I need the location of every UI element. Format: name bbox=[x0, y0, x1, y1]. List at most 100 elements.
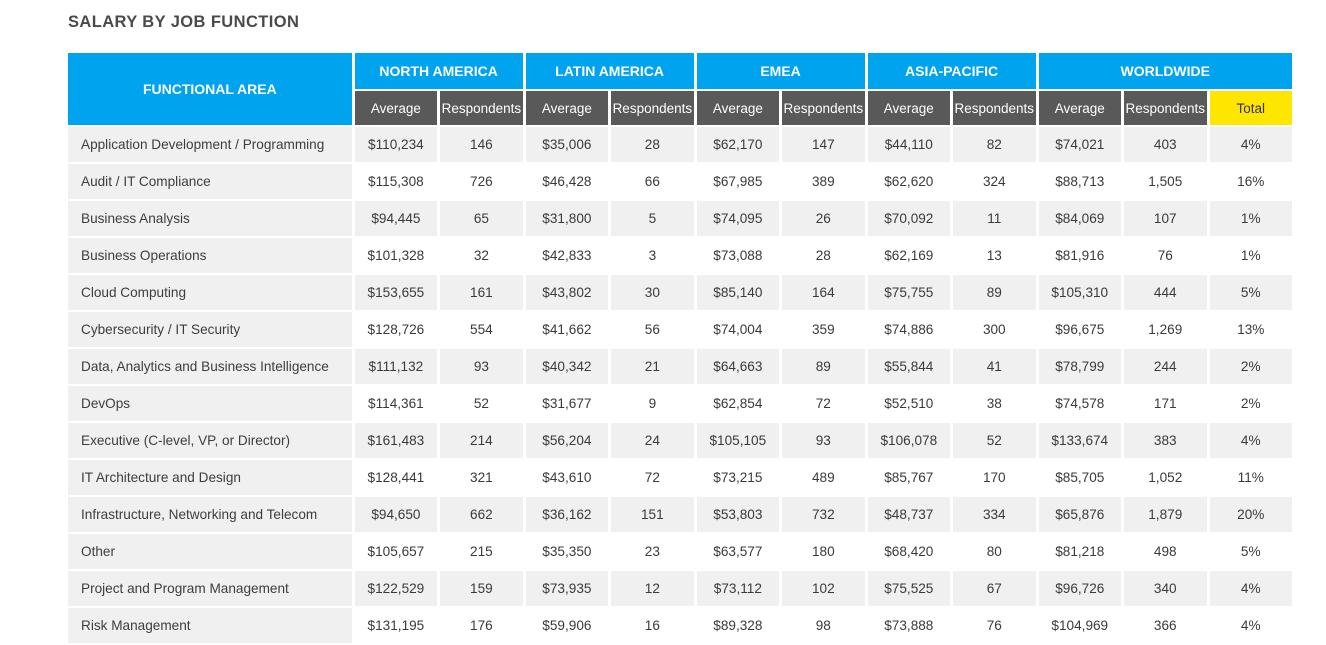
na-respondents-cell: 159 bbox=[440, 571, 523, 608]
total-percent-cell: 2% bbox=[1209, 349, 1292, 386]
la-respondents-cell: 23 bbox=[611, 534, 694, 571]
ap-respondents-cell: 80 bbox=[953, 534, 1036, 571]
na-average-cell: $128,441 bbox=[354, 460, 438, 497]
ww-average-cell: $85,705 bbox=[1038, 460, 1122, 497]
ww-average-cell: $81,218 bbox=[1038, 534, 1122, 571]
ap-respondents-cell: 76 bbox=[953, 608, 1036, 645]
column-header-respondents: Respondents bbox=[1124, 91, 1207, 127]
ap-average-cell: $74,886 bbox=[867, 312, 951, 349]
la-respondents-cell: 30 bbox=[611, 275, 694, 312]
ap-respondents-cell: 89 bbox=[953, 275, 1036, 312]
column-header-respondents: Respondents bbox=[611, 91, 694, 127]
functional-area-cell: IT Architecture and Design bbox=[68, 460, 352, 497]
emea-respondents-cell: 359 bbox=[782, 312, 865, 349]
na-respondents-cell: 321 bbox=[440, 460, 523, 497]
functional-area-cell: Infrastructure, Networking and Telecom bbox=[68, 497, 352, 534]
na-average-cell: $105,657 bbox=[354, 534, 438, 571]
ww-average-cell: $81,916 bbox=[1038, 238, 1122, 275]
total-percent-cell: 1% bbox=[1209, 201, 1292, 238]
ap-average-cell: $48,737 bbox=[867, 497, 951, 534]
ap-respondents-cell: 300 bbox=[953, 312, 1036, 349]
ap-average-cell: $73,888 bbox=[867, 608, 951, 645]
ww-respondents-cell: 244 bbox=[1124, 349, 1207, 386]
na-average-cell: $110,234 bbox=[354, 127, 438, 164]
na-average-cell: $128,726 bbox=[354, 312, 438, 349]
la-respondents-cell: 151 bbox=[611, 497, 694, 534]
functional-area-cell: DevOps bbox=[68, 386, 352, 423]
la-average-cell: $43,610 bbox=[525, 460, 609, 497]
emea-average-cell: $73,112 bbox=[696, 571, 780, 608]
la-respondents-cell: 72 bbox=[611, 460, 694, 497]
ww-respondents-cell: 76 bbox=[1124, 238, 1207, 275]
emea-average-cell: $53,803 bbox=[696, 497, 780, 534]
emea-average-cell: $64,663 bbox=[696, 349, 780, 386]
table-row: Application Development / Programming $11… bbox=[68, 127, 1292, 164]
table-row: Executive (C-level, VP, or Director) $161… bbox=[68, 423, 1292, 460]
la-average-cell: $43,802 bbox=[525, 275, 609, 312]
functional-area-cell: Executive (C-level, VP, or Director) bbox=[68, 423, 352, 460]
ap-average-cell: $44,110 bbox=[867, 127, 951, 164]
na-respondents-cell: 176 bbox=[440, 608, 523, 645]
ww-average-cell: $105,310 bbox=[1038, 275, 1122, 312]
ap-respondents-cell: 38 bbox=[953, 386, 1036, 423]
na-average-cell: $94,650 bbox=[354, 497, 438, 534]
ap-average-cell: $70,092 bbox=[867, 201, 951, 238]
functional-area-cell: Application Development / Programming bbox=[68, 127, 352, 164]
na-respondents-cell: 662 bbox=[440, 497, 523, 534]
emea-average-cell: $74,095 bbox=[696, 201, 780, 238]
region-header-latin-america: LATIN AMERICA bbox=[525, 53, 694, 91]
total-percent-cell: 1% bbox=[1209, 238, 1292, 275]
ap-respondents-cell: 11 bbox=[953, 201, 1036, 238]
emea-respondents-cell: 28 bbox=[782, 238, 865, 275]
table-row: Business Analysis $94,445 65 $31,800 5 $74,09… bbox=[68, 201, 1292, 238]
functional-area-cell: Audit / IT Compliance bbox=[68, 164, 352, 201]
na-respondents-cell: 146 bbox=[440, 127, 523, 164]
column-header-average: Average bbox=[1038, 91, 1122, 127]
total-percent-cell: 4% bbox=[1209, 127, 1292, 164]
ww-average-cell: $133,674 bbox=[1038, 423, 1122, 460]
column-header-average: Average bbox=[354, 91, 438, 127]
column-header-average: Average bbox=[867, 91, 951, 127]
ww-average-cell: $96,675 bbox=[1038, 312, 1122, 349]
table-row: DevOps $114,361 52 $31,677 9 $62,854 72 $52,510… bbox=[68, 386, 1292, 423]
emea-average-cell: $67,985 bbox=[696, 164, 780, 201]
la-respondents-cell: 3 bbox=[611, 238, 694, 275]
column-header-average: Average bbox=[696, 91, 780, 127]
total-percent-cell: 5% bbox=[1209, 534, 1292, 571]
total-percent-cell: 20% bbox=[1209, 497, 1292, 534]
la-respondents-cell: 56 bbox=[611, 312, 694, 349]
emea-average-cell: $62,170 bbox=[696, 127, 780, 164]
na-respondents-cell: 726 bbox=[440, 164, 523, 201]
ww-respondents-cell: 107 bbox=[1124, 201, 1207, 238]
table-row: Risk Management $131,195 176 $59,906 16 $89,3… bbox=[68, 608, 1292, 645]
la-respondents-cell: 21 bbox=[611, 349, 694, 386]
ww-average-cell: $84,069 bbox=[1038, 201, 1122, 238]
ap-average-cell: $62,169 bbox=[867, 238, 951, 275]
region-header-north-america: NORTH AMERICA bbox=[354, 53, 523, 91]
ap-respondents-cell: 334 bbox=[953, 497, 1036, 534]
na-respondents-cell: 554 bbox=[440, 312, 523, 349]
functional-area-cell: Data, Analytics and Business Intelligenc… bbox=[68, 349, 352, 386]
la-average-cell: $40,342 bbox=[525, 349, 609, 386]
emea-respondents-cell: 102 bbox=[782, 571, 865, 608]
ww-respondents-cell: 403 bbox=[1124, 127, 1207, 164]
table-row: Project and Program Management $122,529 15… bbox=[68, 571, 1292, 608]
emea-respondents-cell: 732 bbox=[782, 497, 865, 534]
emea-respondents-cell: 72 bbox=[782, 386, 865, 423]
column-header-total: Total bbox=[1209, 91, 1292, 127]
total-percent-cell: 4% bbox=[1209, 571, 1292, 608]
functional-area-cell: Project and Program Management bbox=[68, 571, 352, 608]
table-row: Other $105,657 215 $35,350 23 $63,577 180 $68,4… bbox=[68, 534, 1292, 571]
emea-respondents-cell: 93 bbox=[782, 423, 865, 460]
ap-average-cell: $52,510 bbox=[867, 386, 951, 423]
ap-average-cell: $62,620 bbox=[867, 164, 951, 201]
la-average-cell: $46,428 bbox=[525, 164, 609, 201]
total-percent-cell: 13% bbox=[1209, 312, 1292, 349]
ap-average-cell: $75,525 bbox=[867, 571, 951, 608]
ww-respondents-cell: 498 bbox=[1124, 534, 1207, 571]
emea-average-cell: $105,105 bbox=[696, 423, 780, 460]
ww-average-cell: $96,726 bbox=[1038, 571, 1122, 608]
emea-respondents-cell: 180 bbox=[782, 534, 865, 571]
region-header-emea: EMEA bbox=[696, 53, 865, 91]
column-header-average: Average bbox=[525, 91, 609, 127]
